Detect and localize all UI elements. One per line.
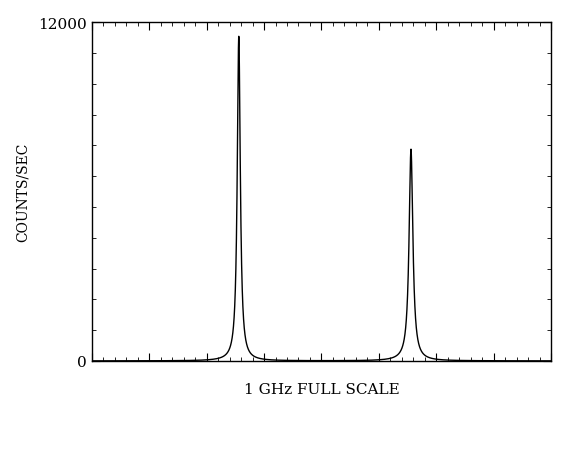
Y-axis label: COUNTS/SEC: COUNTS/SEC <box>16 143 30 242</box>
X-axis label: 1 GHz FULL SCALE: 1 GHz FULL SCALE <box>243 382 400 397</box>
